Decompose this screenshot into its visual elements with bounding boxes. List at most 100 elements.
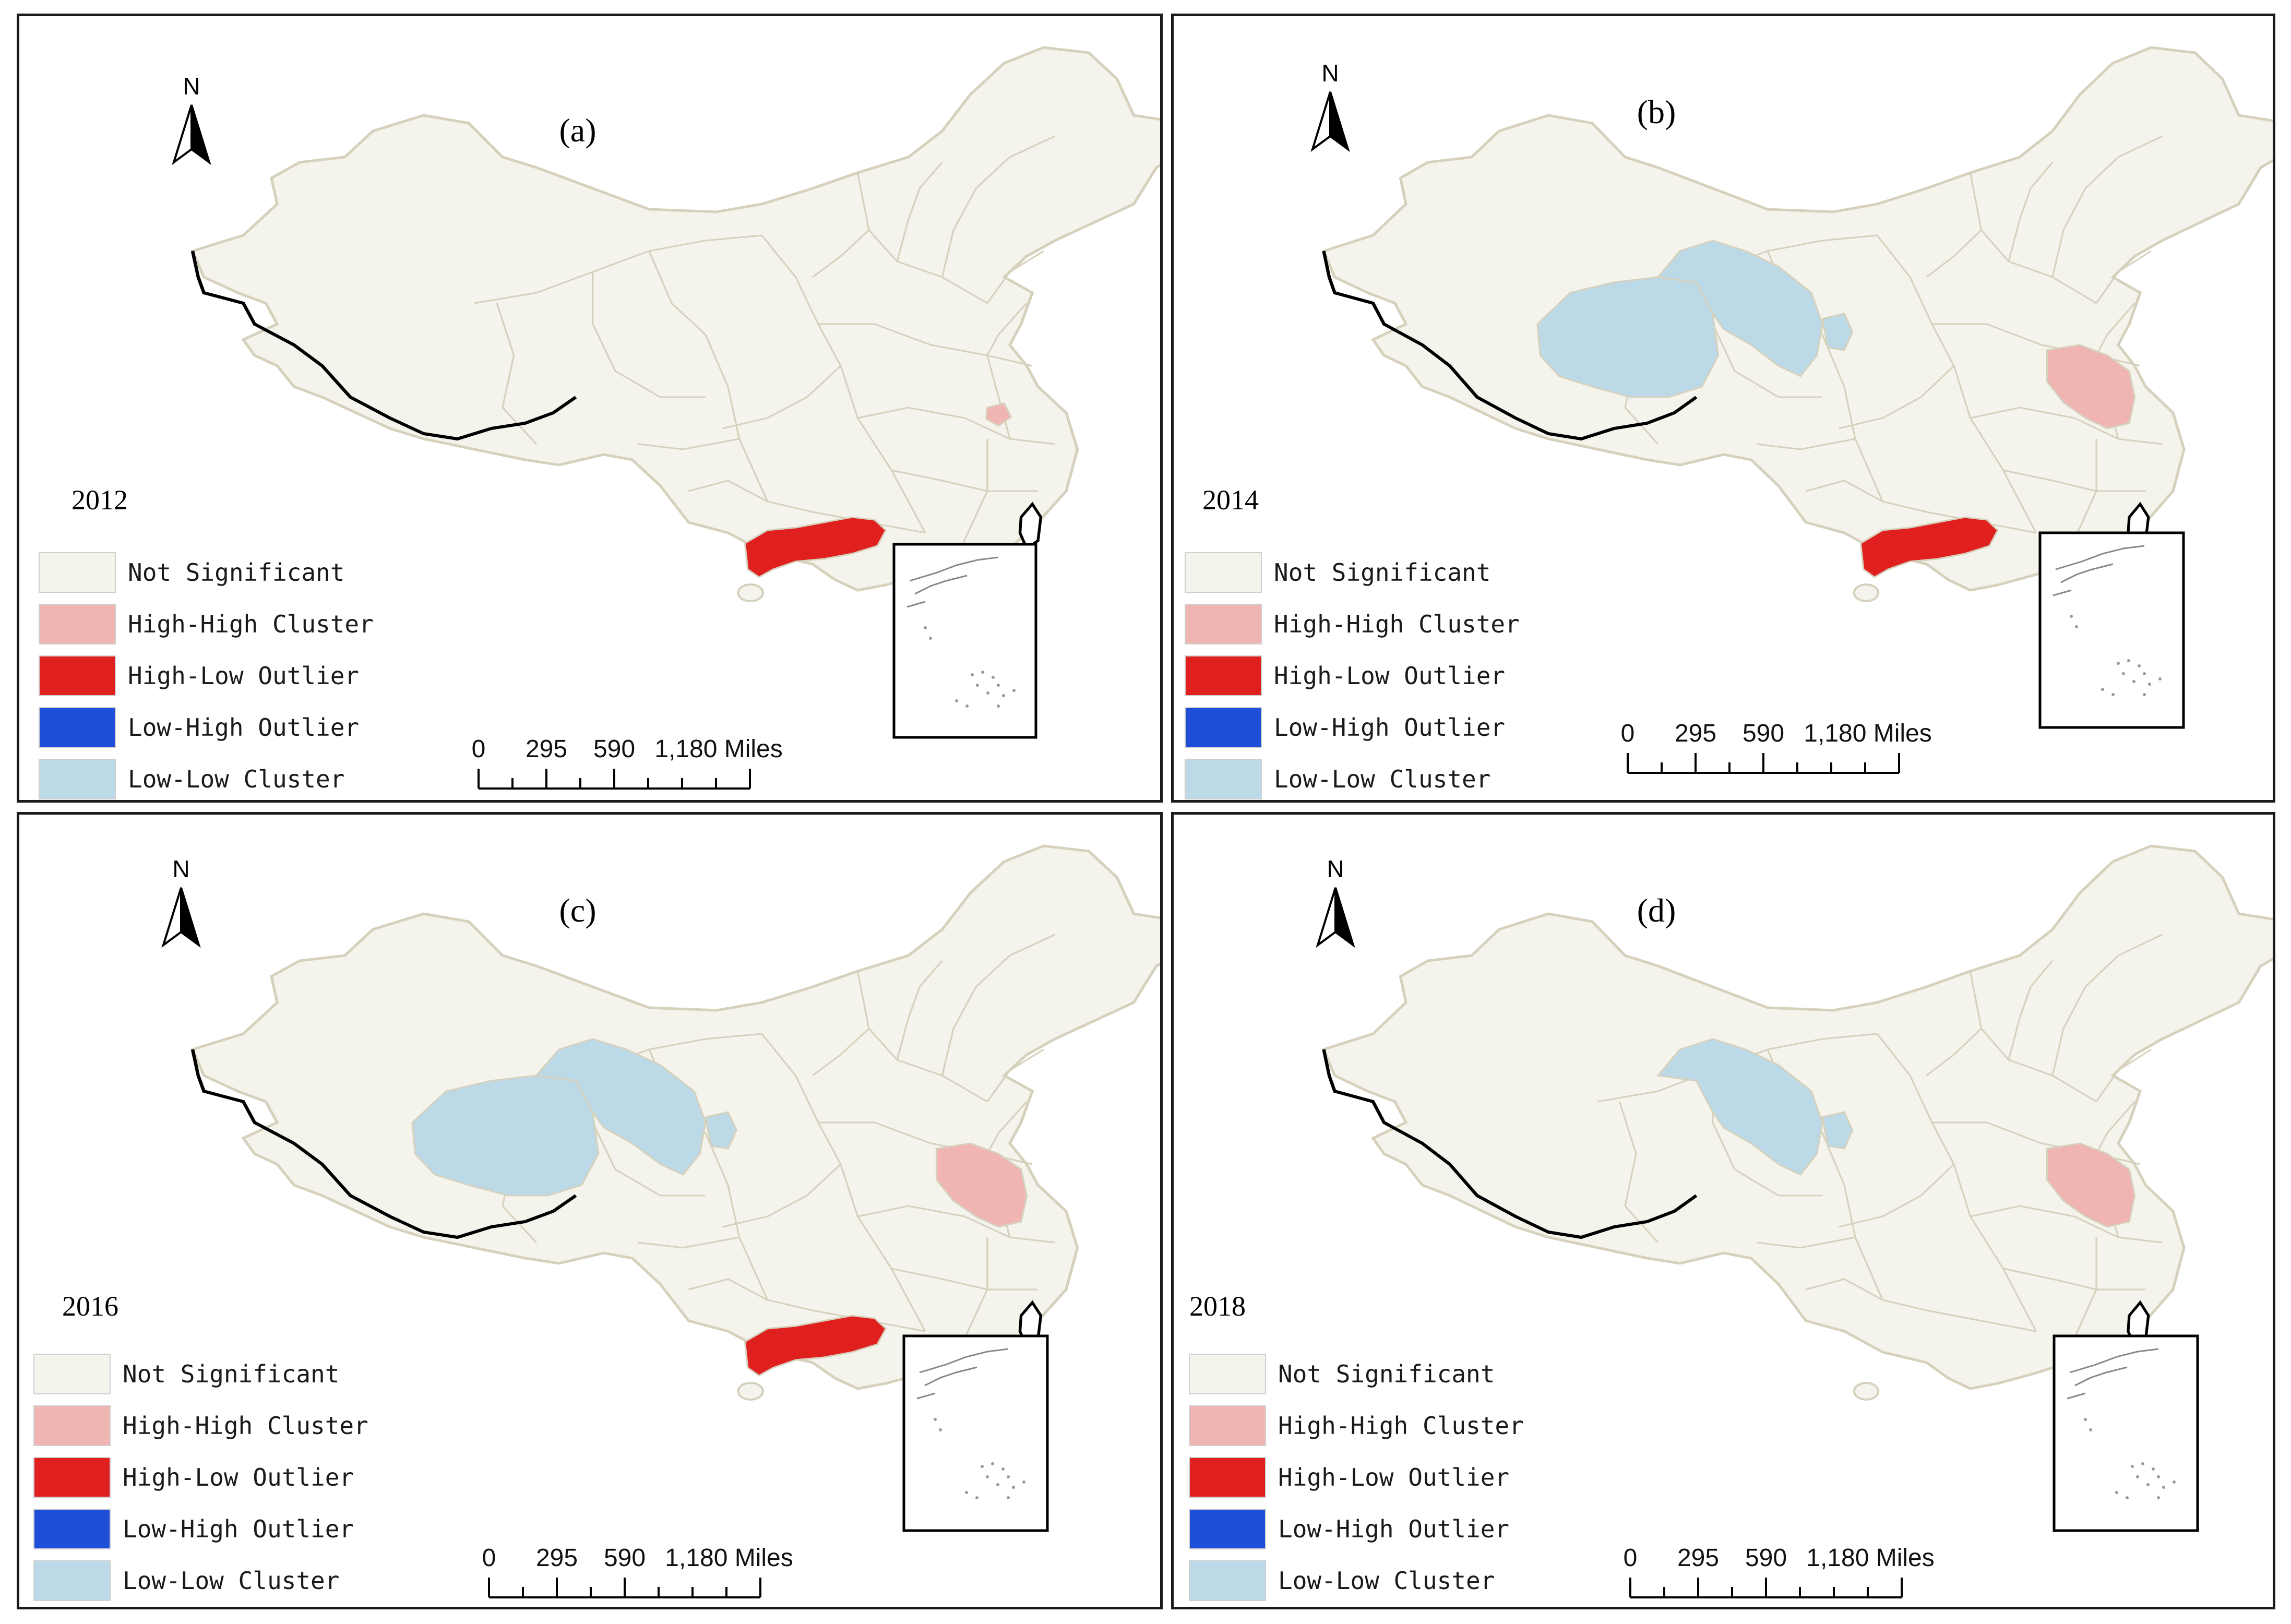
hainan-island xyxy=(737,583,765,602)
province-fill-not-significant xyxy=(190,46,1160,592)
region-qinghai xyxy=(411,1074,600,1197)
china-map xyxy=(190,46,1160,602)
legend-label-low-low: Low-Low Cluster xyxy=(1274,765,1490,793)
scale-bar-tick-label: 590 xyxy=(604,1544,646,1572)
southwest-border-line xyxy=(1322,1049,1698,1239)
map-panel-a: (a) 2012 N Not Significant High-High Cluster… xyxy=(17,14,1163,803)
scale-bar-tick-label: 295 xyxy=(526,735,567,763)
legend-label-low-high: Low-High Outlier xyxy=(1274,713,1505,742)
scale-bar: 0 295 590 1,180 Miles xyxy=(472,735,783,790)
legend-label-low-high: Low-High Outlier xyxy=(123,1515,354,1543)
scale-bar-tick-label: 295 xyxy=(1677,1544,1719,1572)
province-boundaries xyxy=(474,135,1056,565)
legend-label-high-high: High-High Cluster xyxy=(1278,1412,1524,1440)
southwest-border-line xyxy=(190,250,577,441)
legend-swatch-high-high xyxy=(1185,604,1262,644)
region-jiangsu xyxy=(2046,1142,2136,1228)
legend-label-not-significant: Not Significant xyxy=(1278,1360,1495,1388)
scale-bar: 0 295 590 1,180 Miles xyxy=(482,1544,793,1598)
legend-label-high-low: High-Low Outlier xyxy=(123,1463,354,1491)
legend-swatch-not-significant xyxy=(1185,552,1262,593)
map-svg-d: (d) 2018 N Not Significant High-High Cluster… xyxy=(1189,844,2273,1601)
hainan-island xyxy=(737,1382,765,1401)
legend: Not Significant High-High Cluster High-Low… xyxy=(1185,552,1520,799)
legend-swatch-low-low xyxy=(33,1560,111,1601)
region-jiangsu xyxy=(2046,344,2136,429)
legend: Not Significant High-High Cluster High-Low… xyxy=(1189,1354,1524,1601)
year-label: 2014 xyxy=(1202,484,1259,516)
south-china-sea-inset xyxy=(902,1334,1049,1532)
region-guangdong xyxy=(744,516,887,578)
year-label: 2016 xyxy=(62,1291,118,1322)
legend-swatch-high-high xyxy=(39,604,116,644)
legend-swatch-high-low xyxy=(33,1457,111,1498)
legend-label-not-significant: Not Significant xyxy=(1274,558,1490,587)
map-panel-b: (b) 2014 N Not Significant High-High Cluster… xyxy=(1171,14,2275,803)
region-jiangsu xyxy=(935,1142,1028,1228)
legend-swatch-low-high xyxy=(33,1509,111,1549)
svg-text:N: N xyxy=(172,855,189,882)
legend-label-low-low: Low-Low Cluster xyxy=(123,1567,339,1595)
region-gansu xyxy=(1656,1038,1823,1176)
legend-swatch-low-low xyxy=(1189,1560,1266,1601)
north-arrow-icon: N xyxy=(1316,855,1355,948)
region-qinghai xyxy=(1536,276,1720,398)
legend-label-not-significant: Not Significant xyxy=(123,1360,339,1388)
scale-bar-tick-label: 1,180 Miles xyxy=(654,735,782,763)
scale-bar-tick-label: 1,180 Miles xyxy=(665,1544,793,1572)
legend-label-low-low: Low-Low Cluster xyxy=(128,765,344,793)
scale-bar-tick-label: 1,180 Miles xyxy=(1806,1544,1934,1572)
legend-swatch-high-low xyxy=(1189,1457,1266,1498)
south-china-sea-inset xyxy=(2038,531,2185,729)
region-gansu xyxy=(534,1038,707,1176)
north-arrow-icon: N xyxy=(172,73,211,165)
legend-swatch-high-low xyxy=(1185,655,1262,696)
legend-label-high-high: High-High Cluster xyxy=(1274,610,1520,638)
legend: Not Significant High-High Cluster High-Low… xyxy=(39,552,374,799)
south-china-sea-inset xyxy=(892,543,1037,739)
region-ningxia xyxy=(1821,1111,1854,1150)
hainan-island xyxy=(1853,1382,1880,1401)
legend-swatch-high-low xyxy=(39,655,116,696)
map-panel-d: (d) 2018 N Not Significant High-High Cluster… xyxy=(1171,812,2275,1609)
china-map xyxy=(1322,844,2273,1401)
legend-swatch-not-significant xyxy=(33,1354,111,1394)
svg-text:N: N xyxy=(183,73,200,100)
region-zhejiang-part xyxy=(985,402,1012,427)
scale-bar: 0 295 590 1,180 Miles xyxy=(1624,1544,1935,1598)
scale-bar-tick-label: 590 xyxy=(593,735,635,763)
map-svg-c: (c) 2016 N Not Significant High-High Cluster… xyxy=(33,844,1160,1601)
year-label: 2012 xyxy=(71,484,128,516)
legend-label-high-low: High-Low Outlier xyxy=(1274,662,1505,690)
panel-label: (b) xyxy=(1637,93,1676,130)
scale-bar-tick-label: 0 xyxy=(1621,720,1635,747)
hainan-island xyxy=(1853,583,1880,602)
legend-label-low-low: Low-Low Cluster xyxy=(1278,1567,1495,1595)
legend-label-low-high: Low-High Outlier xyxy=(128,713,359,742)
year-label: 2018 xyxy=(1189,1291,1246,1322)
north-arrow-icon: N xyxy=(161,855,201,948)
scale-bar: 0 295 590 1,180 Miles xyxy=(1621,720,1932,774)
north-arrow-icon: N xyxy=(1310,59,1350,152)
legend-swatch-high-high xyxy=(33,1405,111,1446)
south-china-sea-inset xyxy=(2053,1334,2199,1532)
scale-bar-tick-label: 1,180 Miles xyxy=(1804,720,1931,747)
legend-swatch-low-low xyxy=(39,759,116,799)
svg-text:N: N xyxy=(1327,855,1344,882)
legend-label-high-high: High-High Cluster xyxy=(128,610,374,638)
legend-swatch-not-significant xyxy=(1189,1354,1266,1394)
legend-swatch-low-high xyxy=(1189,1509,1266,1549)
region-guangdong xyxy=(744,1315,887,1377)
scale-bar-tick-label: 590 xyxy=(1745,1544,1787,1572)
scale-bar-tick-label: 0 xyxy=(1624,1544,1638,1572)
legend-label-high-low: High-Low Outlier xyxy=(128,662,359,690)
legend: Not Significant High-High Cluster High-Low… xyxy=(33,1354,368,1601)
map-panel-c: (c) 2016 N Not Significant High-High Cluster… xyxy=(17,812,1163,1609)
scale-bar-tick-label: 295 xyxy=(536,1544,578,1572)
southwest-border-line xyxy=(1322,250,1698,441)
panel-label: (d) xyxy=(1637,892,1676,929)
legend-swatch-low-high xyxy=(39,707,116,748)
china-map xyxy=(190,844,1160,1401)
scale-bar-tick-label: 0 xyxy=(482,1544,496,1572)
panel-label: (c) xyxy=(559,892,596,929)
